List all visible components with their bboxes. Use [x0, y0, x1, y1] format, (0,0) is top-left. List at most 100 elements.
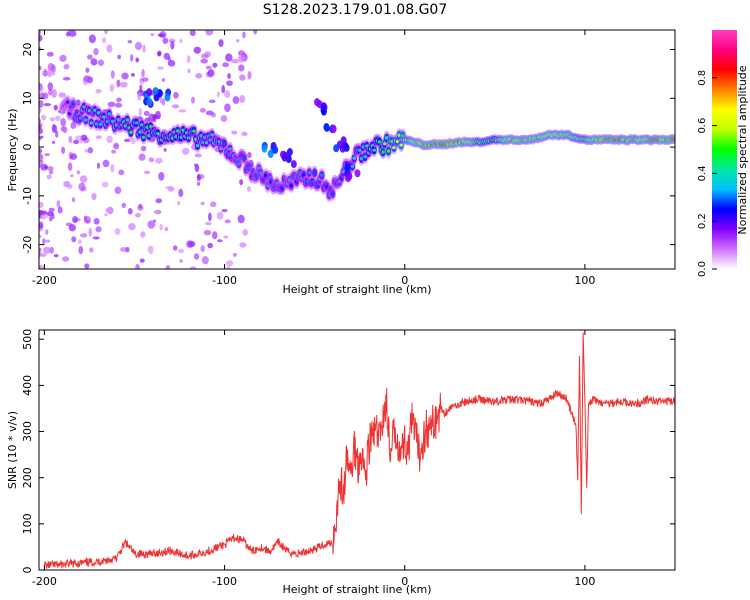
x-tick-label: -200 [32, 575, 57, 588]
noise-mark [69, 174, 74, 178]
noise-mark [88, 227, 92, 237]
noise-mark [83, 75, 91, 83]
ridge-core [195, 144, 200, 148]
noise-mark [78, 239, 82, 244]
noise-mark [69, 153, 78, 160]
noise-mark [135, 58, 140, 62]
noise-mark [49, 246, 54, 254]
noise-mark [116, 79, 121, 88]
noise-mark [90, 58, 98, 66]
noise-mark [190, 96, 196, 104]
noise-mark [161, 78, 165, 82]
spectrogram-y-label: Frequency (Hz) [6, 109, 19, 192]
noise-mark [115, 102, 123, 108]
noise-mark [212, 62, 218, 68]
noise-mark [127, 40, 133, 44]
colorbar-ticks: 0.0 0.2 0.4 0.6 0.8 [697, 70, 717, 277]
noise-mark [84, 149, 89, 153]
noise-mark [208, 99, 216, 104]
noise-mark [39, 34, 43, 42]
branch-mark [272, 145, 279, 154]
noise-mark [44, 165, 48, 169]
noise-mark [39, 85, 44, 93]
noise-mark [72, 215, 78, 223]
ridge-core [141, 135, 146, 139]
noise-mark [163, 148, 167, 152]
x-tick-label: -100 [212, 274, 237, 287]
noise-mark [159, 95, 163, 104]
noise-mark [134, 41, 143, 51]
snr-x-ticks: -200 -100 0 100 [32, 330, 595, 588]
noise-mark [135, 263, 140, 269]
noise-mark [144, 170, 151, 174]
noise-mark [39, 100, 44, 108]
noise-mark [178, 109, 187, 113]
noise-mark [153, 219, 157, 223]
noise-mark [140, 231, 146, 238]
noise-mark [45, 239, 51, 243]
noise-mark [203, 229, 212, 236]
ridge-core [352, 156, 357, 160]
noise-mark [92, 236, 100, 240]
noise-mark [95, 135, 102, 139]
ridge-core [78, 116, 83, 120]
noise-mark [179, 39, 183, 44]
noise-mark [110, 164, 115, 173]
noise-mark [47, 68, 53, 78]
noise-mark [200, 53, 209, 59]
noise-mark [189, 30, 196, 37]
ridge-core [377, 140, 382, 144]
ridge-core [386, 149, 391, 153]
noise-mark [134, 213, 141, 218]
noise-mark [231, 130, 238, 135]
noise-mark [226, 265, 231, 269]
noise-mark [143, 110, 150, 116]
ridge-core [89, 121, 94, 125]
spectrogram-marks [39, 30, 675, 269]
noise-mark [138, 108, 142, 117]
noise-mark [196, 173, 201, 182]
noise-mark [247, 152, 252, 159]
noise-mark [55, 115, 61, 122]
noise-mark [157, 33, 166, 38]
noise-mark [39, 107, 42, 114]
branch-mark [354, 169, 361, 178]
noise-mark [238, 64, 245, 72]
branch-mark [343, 143, 350, 152]
noise-mark [42, 238, 46, 245]
noise-mark [195, 73, 203, 79]
noise-mark [57, 206, 63, 214]
snr-x-label: Height of straight line (km) [282, 583, 431, 596]
noise-mark [68, 30, 77, 37]
noise-mark [200, 58, 208, 64]
noise-mark [109, 84, 115, 92]
noise-mark [194, 164, 200, 173]
noise-mark [93, 218, 100, 225]
noise-mark [212, 231, 218, 240]
noise-mark [42, 70, 49, 77]
noise-mark [224, 90, 231, 99]
noise-mark [61, 146, 66, 155]
snr-panel: -200 -100 0 100 0 100 200 300 400 500 Height of … [6, 329, 676, 596]
noise-mark [137, 92, 142, 101]
ridge-core [307, 171, 312, 175]
noise-mark [39, 124, 42, 129]
x-tick-label: 0 [401, 274, 408, 287]
noise-mark [130, 73, 135, 77]
noise-mark [114, 186, 122, 195]
noise-mark [114, 228, 121, 235]
x-tick-label: 0 [401, 575, 408, 588]
noise-mark [237, 214, 245, 224]
ridge-core [289, 184, 294, 188]
noise-mark [171, 104, 180, 109]
noise-mark [75, 135, 83, 141]
noise-mark [205, 30, 214, 36]
branch-mark [164, 93, 171, 102]
noise-mark [87, 147, 94, 154]
noise-mark [218, 39, 224, 48]
ridge-core [84, 118, 88, 122]
noise-mark [167, 60, 176, 67]
noise-mark [53, 254, 59, 258]
noise-mark [150, 33, 155, 37]
